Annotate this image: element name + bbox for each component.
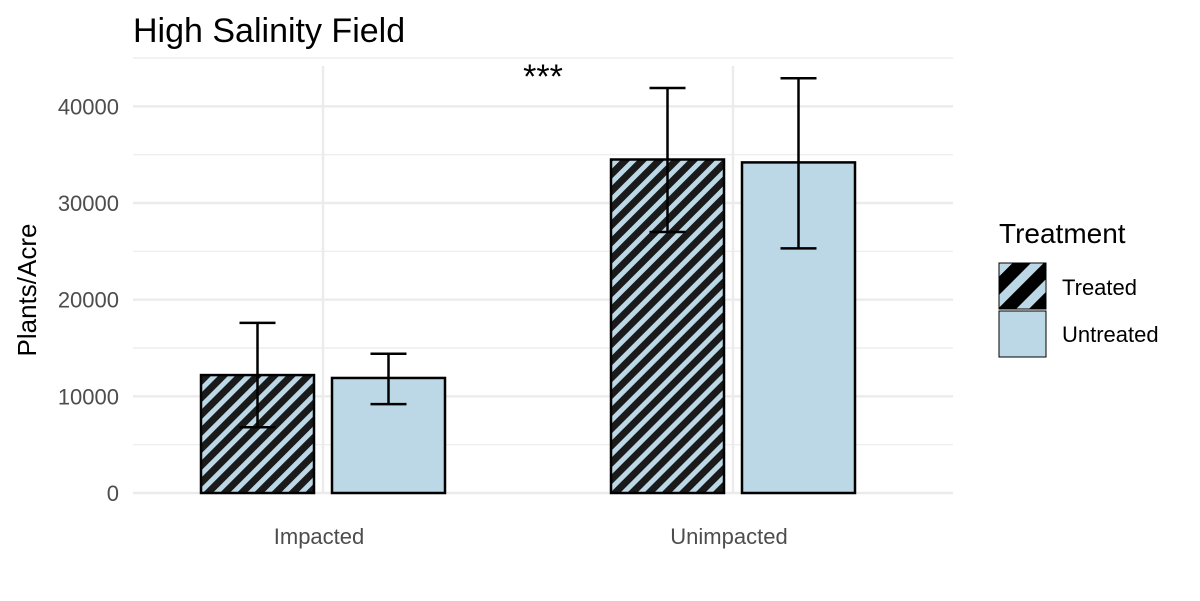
error-bar-untreated-impacted bbox=[370, 352, 407, 406]
error-bar-treated-impacted bbox=[239, 321, 276, 429]
y-axis-ticks: 0 10000 20000 30000 40000 bbox=[58, 94, 119, 506]
significance-annotation: *** bbox=[523, 58, 563, 96]
y-tick-label: 40000 bbox=[58, 94, 119, 119]
legend-swatch-treated bbox=[998, 262, 1047, 310]
y-tick-label: 20000 bbox=[58, 288, 119, 313]
bars bbox=[199, 158, 857, 495]
y-tick-label: 10000 bbox=[58, 384, 119, 409]
x-axis-ticks: Impacted Unimpacted bbox=[274, 524, 788, 549]
error-bar-treated-unimpacted bbox=[649, 86, 686, 234]
x-tick-label: Impacted bbox=[274, 524, 365, 549]
y-axis-title: Plants/Acre bbox=[12, 224, 42, 357]
x-tick-label: Unimpacted bbox=[670, 524, 787, 549]
y-tick-label: 30000 bbox=[58, 191, 119, 216]
legend-swatch-untreated bbox=[998, 310, 1047, 358]
chart-title: High Salinity Field bbox=[133, 12, 405, 50]
y-tick-label: 0 bbox=[107, 481, 119, 506]
legend-label-untreated: Untreated bbox=[1062, 322, 1159, 347]
legend-title: Treatment bbox=[999, 218, 1126, 249]
legend-label-treated: Treated bbox=[1062, 275, 1137, 300]
error-bars bbox=[239, 77, 817, 429]
legend: Treatment Treated Untreated bbox=[998, 218, 1159, 358]
error-bar-untreated-unimpacted bbox=[780, 77, 817, 250]
